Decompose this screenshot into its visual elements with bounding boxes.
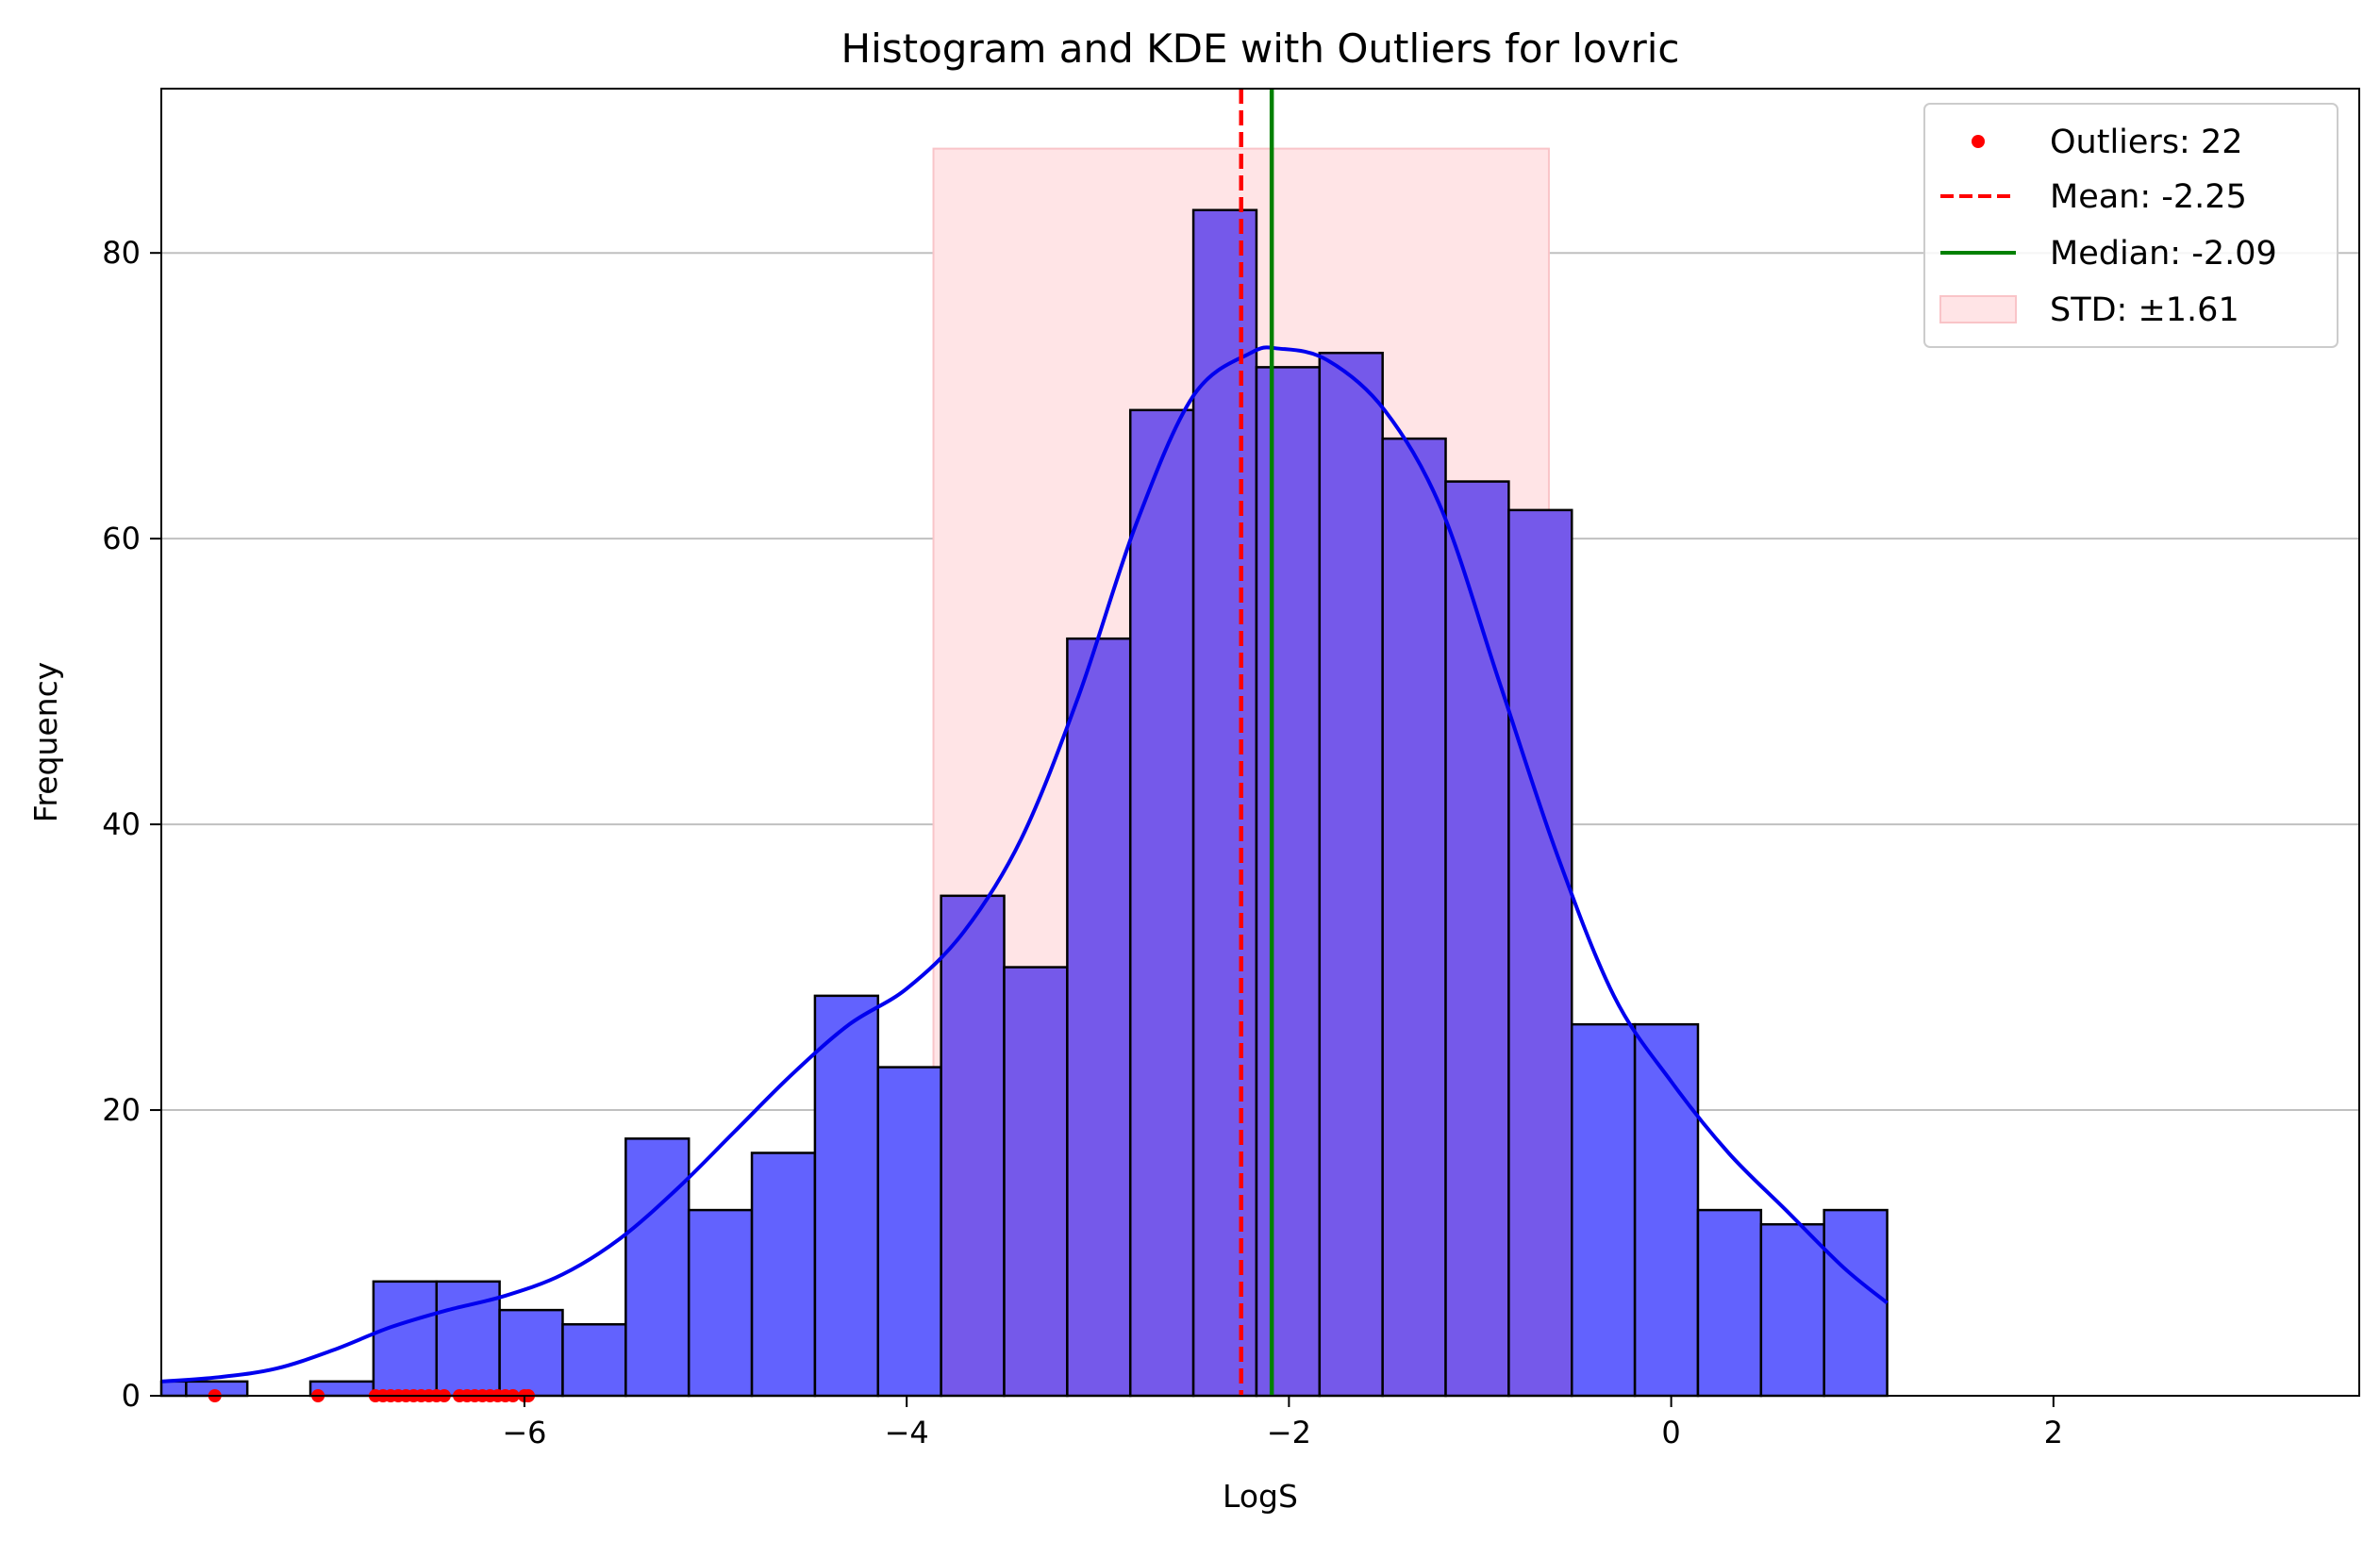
histogram-bar <box>1633 1022 1700 1398</box>
legend-median-label: Median: -2.09 <box>2050 235 2277 273</box>
histogram-bar <box>940 894 1006 1398</box>
histogram-bar <box>1318 351 1384 1398</box>
histogram-bar <box>750 1152 817 1398</box>
histogram-bar <box>876 1066 942 1398</box>
y-tick-label: 20 <box>102 1092 141 1128</box>
histogram-bar <box>624 1137 691 1398</box>
legend-mean-label: Mean: -2.25 <box>2050 178 2247 216</box>
histogram-bar <box>1003 966 1069 1398</box>
histogram-bar <box>1571 1022 1637 1398</box>
histogram-bar <box>561 1323 627 1398</box>
histogram-bar <box>687 1208 754 1398</box>
histogram-bar <box>1822 1208 1889 1398</box>
x-tick-label: 2 <box>2044 1415 2063 1450</box>
legend-std-swatch <box>1939 295 2017 323</box>
y-axis-ticks: 0 20 40 60 80 <box>102 235 161 1414</box>
histogram-bar <box>1191 208 1258 1398</box>
y-tick-label: 60 <box>102 521 141 556</box>
histogram-bar <box>1255 366 1322 1398</box>
histogram-bar <box>498 1308 564 1398</box>
histogram-bar <box>372 1280 439 1398</box>
reference-lines <box>1239 89 1274 1396</box>
histogram-bar <box>1128 408 1195 1398</box>
kde-curve <box>160 345 1889 1384</box>
histogram-bar <box>1759 1222 1825 1398</box>
x-axis-label: LogS <box>1223 1478 1298 1515</box>
x-tick-label: 0 <box>1661 1415 1680 1450</box>
x-axis-ticks: −6 −4 −2 0 2 <box>502 1396 2063 1450</box>
histogram-bar <box>1507 508 1573 1398</box>
legend-std-label: STD: ±1.61 <box>2050 291 2239 329</box>
y-tick-label: 40 <box>102 806 141 842</box>
y-tick-label: 80 <box>102 235 141 271</box>
axes-frame <box>160 88 2360 1397</box>
histogram-bar <box>813 994 880 1398</box>
y-axis-label: Frequency <box>27 662 64 822</box>
legend-outliers-label: Outliers: 22 <box>2050 124 2243 161</box>
x-tick-label: −2 <box>1267 1415 1311 1450</box>
legend: Outliers: 22 Mean: -2.25 Median: -2.09 S… <box>1923 103 2338 348</box>
histogram-bar <box>1444 480 1510 1398</box>
chart-title: Histogram and KDE with Outliers for lovr… <box>841 25 1680 72</box>
y-tick-label: 0 <box>122 1378 141 1414</box>
x-tick-label: −6 <box>502 1415 546 1450</box>
legend-outlier-marker <box>1972 135 1985 148</box>
x-tick-label: −4 <box>885 1415 929 1450</box>
histogram-bar <box>159 1380 188 1398</box>
histogram-bars <box>159 208 1889 1398</box>
kde-layer <box>160 345 1889 1384</box>
histogram-bar <box>1696 1208 1763 1398</box>
legend-frame <box>1923 103 2338 348</box>
histogram-bar <box>1066 637 1132 1398</box>
histogram-bar <box>1381 437 1447 1398</box>
